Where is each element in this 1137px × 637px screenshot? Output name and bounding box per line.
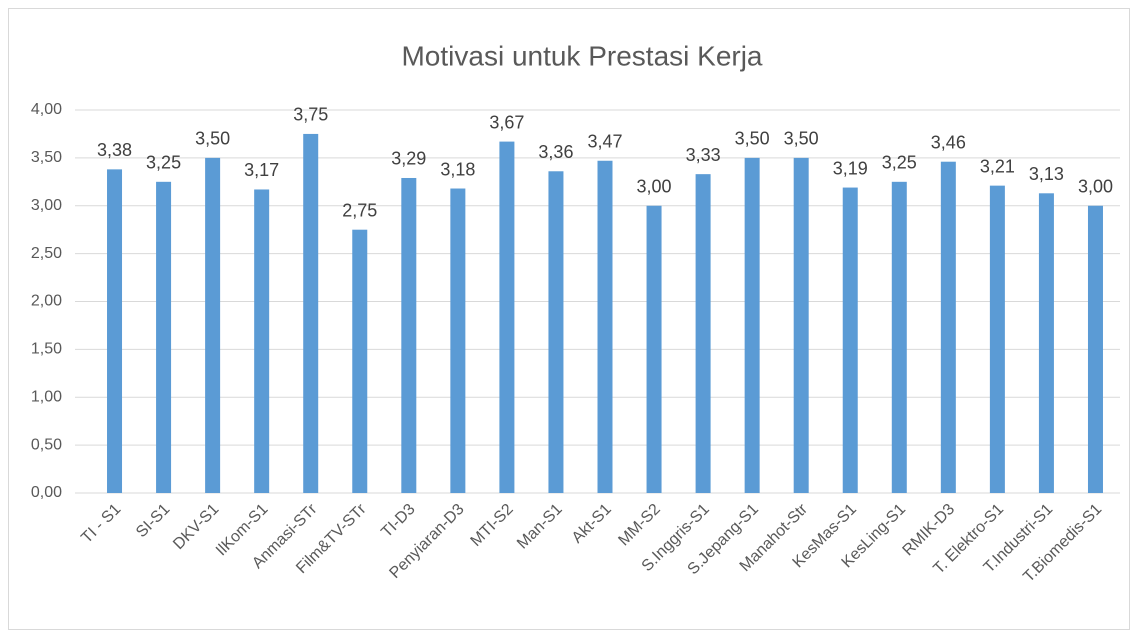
y-tick-label: 2,00: [31, 293, 62, 310]
bar: [597, 160, 613, 493]
data-label: 3,33: [686, 145, 721, 165]
data-label: 3,25: [882, 153, 917, 173]
y-tick-label: 1,00: [31, 388, 62, 405]
y-tick-label: 0,50: [31, 436, 62, 453]
y-tick-label: 1,50: [31, 341, 62, 358]
bar: [744, 157, 760, 493]
bar: [989, 185, 1005, 493]
bar: [1087, 205, 1103, 493]
bar: [548, 171, 564, 493]
bar: [401, 177, 417, 494]
bar: [646, 205, 662, 493]
bar: [793, 157, 809, 493]
chart-title: Motivasi untuk Prestasi Kerja: [401, 40, 762, 71]
data-label: 3,00: [637, 177, 672, 197]
data-label: 3,50: [784, 129, 819, 149]
data-label: 2,75: [342, 200, 377, 220]
bar: [891, 181, 907, 493]
bar: [352, 229, 368, 493]
data-label: 3,19: [833, 158, 868, 178]
data-label: 3,75: [293, 105, 328, 125]
bar: [450, 188, 466, 493]
data-label: 3,13: [1029, 164, 1064, 184]
y-tick-label: 0,00: [31, 484, 62, 501]
data-label: 3,21: [980, 156, 1015, 176]
bar: [205, 157, 221, 493]
bar: [254, 189, 270, 493]
data-label: 3,67: [489, 112, 524, 132]
data-label: 3,29: [391, 149, 426, 169]
data-label: 3,00: [1078, 177, 1113, 197]
data-label: 3,38: [97, 140, 132, 160]
bar: [940, 161, 956, 493]
bar: [303, 133, 319, 493]
bar: [156, 181, 172, 493]
data-label: 3,50: [735, 129, 770, 149]
bar: [1038, 193, 1054, 494]
data-label: 3,18: [440, 159, 475, 179]
data-label: 3,36: [538, 142, 573, 162]
data-label: 3,47: [587, 131, 622, 151]
y-tick-label: 2,50: [31, 245, 62, 262]
y-tick-label: 3,50: [31, 149, 62, 166]
y-tick-label: 3,00: [31, 197, 62, 214]
data-label: 3,25: [146, 153, 181, 173]
y-tick-label: 4,00: [31, 101, 62, 118]
data-label: 3,17: [244, 160, 279, 180]
bar: [499, 141, 515, 493]
data-label: 3,46: [931, 132, 966, 152]
bar: [107, 169, 123, 494]
data-label: 3,50: [195, 129, 230, 149]
bar: [842, 187, 858, 493]
bar: [695, 174, 711, 493]
